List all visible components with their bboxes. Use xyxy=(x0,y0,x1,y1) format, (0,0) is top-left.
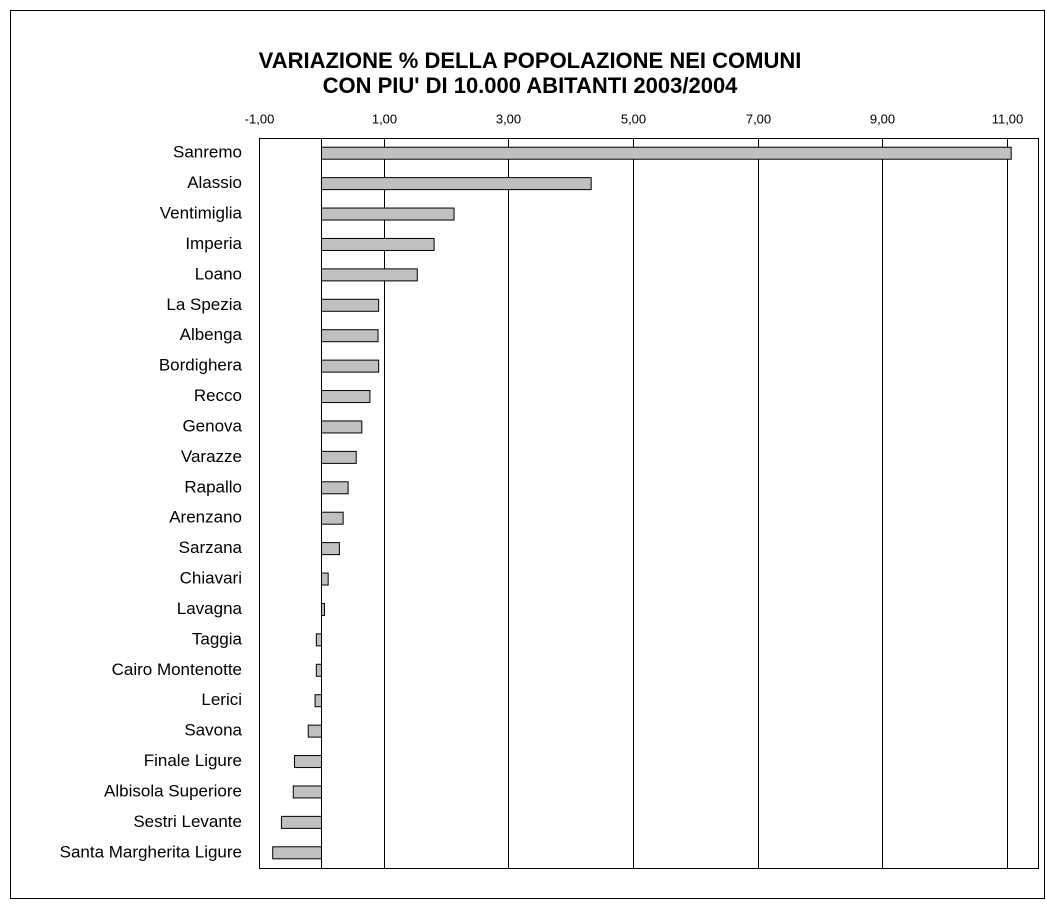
y-tick-label: Albisola Superiore xyxy=(104,781,242,800)
y-tick-label: Santa Margherita Ligure xyxy=(60,842,242,861)
y-tick-label: Arenzano xyxy=(169,508,242,527)
y-tick-label: Rapallo xyxy=(184,477,242,496)
y-tick-label: Sestri Levante xyxy=(133,812,242,831)
bar xyxy=(321,207,455,221)
bar xyxy=(294,755,322,769)
x-tick-label: 9,00 xyxy=(870,111,895,126)
y-tick-label: La Spezia xyxy=(166,295,242,314)
y-tick-label: Albenga xyxy=(180,325,243,344)
bar xyxy=(280,815,323,829)
bar xyxy=(321,390,371,404)
bar xyxy=(321,237,435,251)
bar xyxy=(315,633,323,647)
frame xyxy=(10,10,1045,899)
chart-title: VARIAZIONE % DELLA POPOLAZIONE NEI COMUN… xyxy=(259,48,802,73)
y-tick-label: Sarzana xyxy=(179,538,243,557)
bar xyxy=(321,481,349,495)
y-tick-label: Lerici xyxy=(201,690,242,709)
y-tick-label: Varazze xyxy=(181,447,242,466)
y-tick-label: Imperia xyxy=(185,234,242,253)
y-tick-label: Cairo Montenotte xyxy=(112,660,242,679)
plot-area xyxy=(259,138,1039,869)
y-tick-label: Bordighera xyxy=(159,356,243,375)
bar xyxy=(321,298,380,312)
y-tick-label: Taggia xyxy=(192,629,243,648)
y-tick-label: Finale Ligure xyxy=(144,751,242,770)
bar xyxy=(292,785,322,799)
bar xyxy=(321,177,592,191)
x-tick-label: 1,00 xyxy=(372,111,397,126)
y-tick-label: Ventimiglia xyxy=(160,204,243,223)
chart-title: CON PIU' DI 10.000 ABITANTI 2003/2004 xyxy=(323,73,739,98)
y-tick-label: Genova xyxy=(182,416,242,435)
y-tick-label: Recco xyxy=(194,386,242,405)
y-tick-label: Lavagna xyxy=(177,599,243,618)
bar xyxy=(321,268,418,282)
bar xyxy=(321,511,344,525)
y-tick-label: Alassio xyxy=(187,173,242,192)
bar xyxy=(272,846,322,860)
y-tick-label: Savona xyxy=(184,721,242,740)
bar xyxy=(321,602,325,616)
bar xyxy=(321,450,357,464)
y-tick-label: Loano xyxy=(195,264,242,283)
bar xyxy=(321,420,363,434)
bar xyxy=(314,694,323,708)
x-tick-label: 7,00 xyxy=(746,111,771,126)
x-tick-label: 3,00 xyxy=(496,111,521,126)
y-tick-label: Sanremo xyxy=(173,143,242,162)
bar xyxy=(307,724,322,738)
bar xyxy=(321,146,1012,160)
bar xyxy=(321,572,329,586)
bar xyxy=(321,329,379,343)
bar xyxy=(321,359,380,373)
x-tick-label: 5,00 xyxy=(621,111,646,126)
bar xyxy=(315,663,323,677)
bar xyxy=(321,542,340,556)
x-tick-label: 11,00 xyxy=(992,111,1024,126)
y-tick-label: Chiavari xyxy=(180,569,242,588)
x-tick-label: -1,00 xyxy=(245,111,275,126)
